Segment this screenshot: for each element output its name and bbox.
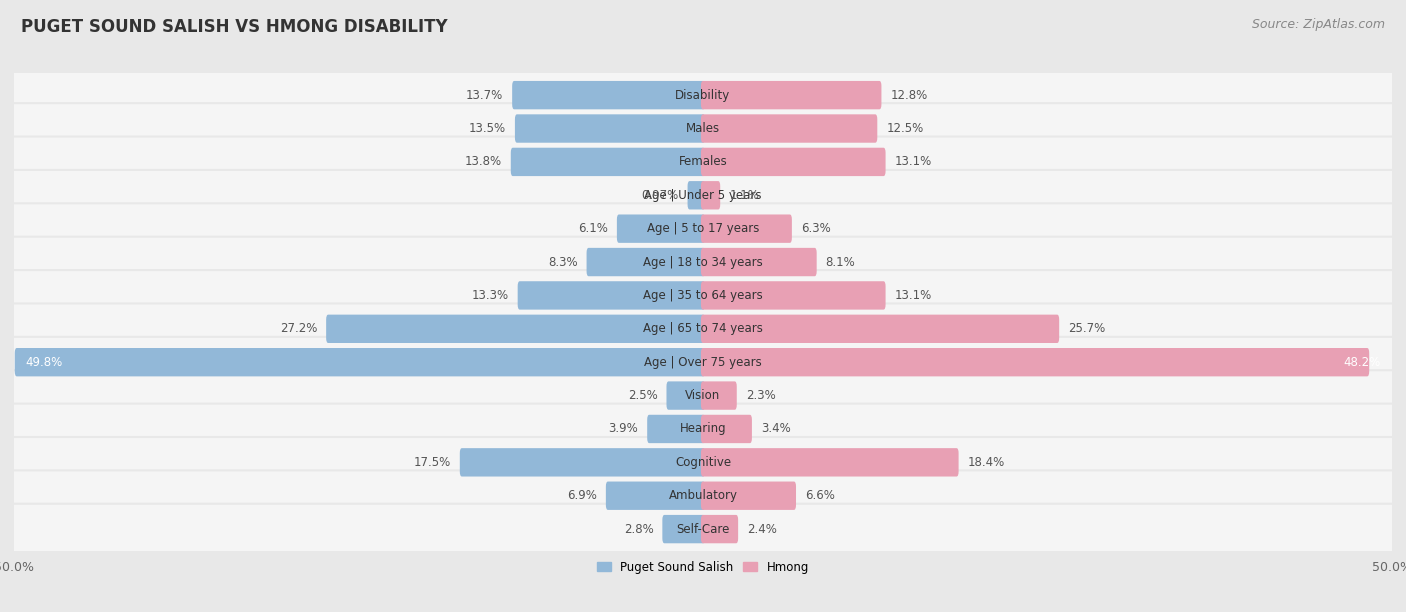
Text: PUGET SOUND SALISH VS HMONG DISABILITY: PUGET SOUND SALISH VS HMONG DISABILITY [21, 18, 447, 36]
Text: Age | 5 to 17 years: Age | 5 to 17 years [647, 222, 759, 235]
Text: 18.4%: 18.4% [967, 456, 1005, 469]
FancyBboxPatch shape [10, 504, 1396, 554]
FancyBboxPatch shape [647, 415, 704, 443]
FancyBboxPatch shape [702, 515, 738, 543]
FancyBboxPatch shape [702, 415, 752, 443]
FancyBboxPatch shape [702, 348, 1369, 376]
FancyBboxPatch shape [10, 403, 1396, 454]
Text: Females: Females [679, 155, 727, 168]
Text: 13.1%: 13.1% [894, 289, 932, 302]
FancyBboxPatch shape [512, 81, 704, 110]
FancyBboxPatch shape [10, 370, 1396, 421]
Text: 13.7%: 13.7% [465, 89, 503, 102]
Text: Self-Care: Self-Care [676, 523, 730, 536]
FancyBboxPatch shape [606, 482, 704, 510]
Text: Ambulatory: Ambulatory [668, 489, 738, 502]
Text: 3.4%: 3.4% [761, 422, 790, 436]
Text: 2.5%: 2.5% [628, 389, 658, 402]
FancyBboxPatch shape [10, 270, 1396, 321]
Text: 2.4%: 2.4% [747, 523, 778, 536]
FancyBboxPatch shape [10, 203, 1396, 254]
Text: Age | 65 to 74 years: Age | 65 to 74 years [643, 323, 763, 335]
Text: 6.3%: 6.3% [801, 222, 831, 235]
Text: 48.2%: 48.2% [1344, 356, 1381, 368]
FancyBboxPatch shape [702, 248, 817, 276]
Text: Age | 18 to 34 years: Age | 18 to 34 years [643, 256, 763, 269]
FancyBboxPatch shape [10, 136, 1396, 187]
FancyBboxPatch shape [702, 482, 796, 510]
Text: Age | Under 5 years: Age | Under 5 years [644, 188, 762, 202]
Text: 49.8%: 49.8% [25, 356, 62, 368]
Text: 0.97%: 0.97% [641, 188, 679, 202]
Text: 2.8%: 2.8% [624, 523, 654, 536]
FancyBboxPatch shape [10, 337, 1396, 387]
FancyBboxPatch shape [10, 103, 1396, 154]
FancyBboxPatch shape [510, 147, 704, 176]
Text: 13.3%: 13.3% [471, 289, 509, 302]
Text: 2.3%: 2.3% [745, 389, 776, 402]
Text: 3.9%: 3.9% [609, 422, 638, 436]
FancyBboxPatch shape [666, 381, 704, 410]
Text: 6.1%: 6.1% [578, 222, 607, 235]
FancyBboxPatch shape [10, 70, 1396, 121]
Text: Hearing: Hearing [679, 422, 727, 436]
Text: 6.6%: 6.6% [806, 489, 835, 502]
FancyBboxPatch shape [702, 181, 720, 209]
Text: 17.5%: 17.5% [413, 456, 451, 469]
Text: Disability: Disability [675, 89, 731, 102]
FancyBboxPatch shape [702, 282, 886, 310]
FancyBboxPatch shape [10, 304, 1396, 354]
Legend: Puget Sound Salish, Hmong: Puget Sound Salish, Hmong [592, 556, 814, 578]
Text: 27.2%: 27.2% [280, 323, 318, 335]
Text: Age | 35 to 64 years: Age | 35 to 64 years [643, 289, 763, 302]
FancyBboxPatch shape [586, 248, 704, 276]
FancyBboxPatch shape [702, 381, 737, 410]
FancyBboxPatch shape [702, 147, 886, 176]
Text: Males: Males [686, 122, 720, 135]
Text: Vision: Vision [685, 389, 721, 402]
Text: 8.1%: 8.1% [825, 256, 855, 269]
Text: 12.8%: 12.8% [890, 89, 928, 102]
Text: 13.8%: 13.8% [465, 155, 502, 168]
FancyBboxPatch shape [702, 114, 877, 143]
FancyBboxPatch shape [326, 315, 704, 343]
Text: 12.5%: 12.5% [886, 122, 924, 135]
Text: 13.5%: 13.5% [468, 122, 506, 135]
FancyBboxPatch shape [515, 114, 704, 143]
FancyBboxPatch shape [688, 181, 704, 209]
FancyBboxPatch shape [702, 448, 959, 477]
Text: Cognitive: Cognitive [675, 456, 731, 469]
Text: Source: ZipAtlas.com: Source: ZipAtlas.com [1251, 18, 1385, 31]
FancyBboxPatch shape [617, 214, 704, 243]
Text: 6.9%: 6.9% [567, 489, 598, 502]
FancyBboxPatch shape [662, 515, 704, 543]
Text: Age | Over 75 years: Age | Over 75 years [644, 356, 762, 368]
FancyBboxPatch shape [10, 437, 1396, 488]
Text: 8.3%: 8.3% [548, 256, 578, 269]
FancyBboxPatch shape [10, 471, 1396, 521]
FancyBboxPatch shape [460, 448, 704, 477]
FancyBboxPatch shape [10, 170, 1396, 221]
FancyBboxPatch shape [702, 214, 792, 243]
FancyBboxPatch shape [702, 315, 1059, 343]
FancyBboxPatch shape [702, 81, 882, 110]
FancyBboxPatch shape [10, 237, 1396, 288]
FancyBboxPatch shape [14, 348, 704, 376]
Text: 13.1%: 13.1% [894, 155, 932, 168]
Text: 25.7%: 25.7% [1069, 323, 1105, 335]
Text: 1.1%: 1.1% [730, 188, 759, 202]
FancyBboxPatch shape [517, 282, 704, 310]
